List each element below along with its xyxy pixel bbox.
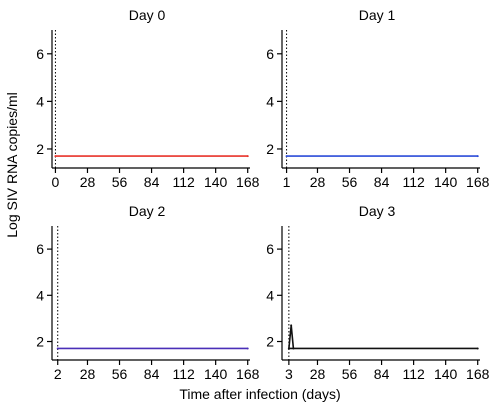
y-tick-label: 6 xyxy=(36,46,44,62)
x-tick-label: 56 xyxy=(112,366,128,382)
panels: Day 0 2 4 6 0 28 56 84 112 140 168 Day 1 2 4 6 1 28 56 84 1… xyxy=(36,7,489,382)
data-point xyxy=(54,155,57,158)
x-tick-label: 56 xyxy=(342,174,358,190)
x-tick-label: 28 xyxy=(80,174,96,190)
x-tick-label: 168 xyxy=(466,174,490,190)
panel-0: Day 0 2 4 6 0 28 56 84 112 140 168 xyxy=(36,7,259,190)
panel-2: Day 2 2 4 6 2 28 56 84 112 140 168 xyxy=(36,203,259,382)
x-tick-label: 56 xyxy=(112,174,128,190)
data-point xyxy=(476,155,479,158)
x-tick-label: 168 xyxy=(466,366,490,382)
x-tick-label: 84 xyxy=(144,366,160,382)
x-tick-label: 84 xyxy=(374,174,390,190)
series-line xyxy=(288,325,295,349)
x-tick-label: 0 xyxy=(52,174,60,190)
panel-1: Day 1 2 4 6 1 28 56 84 112 140 168 xyxy=(266,7,489,190)
x-tick-label: 140 xyxy=(204,174,228,190)
x-tick-label: 112 xyxy=(402,174,425,190)
y-tick-label: 2 xyxy=(36,141,44,157)
x-axis-label: Time after infection (days) xyxy=(179,386,340,402)
data-point xyxy=(290,324,293,327)
panel-3: Day 3 2 4 6 3 28 56 84 112 140 168 xyxy=(266,203,489,382)
x-tick-label: 112 xyxy=(172,174,195,190)
panel-title: Day 2 xyxy=(129,203,166,219)
y-tick-label: 2 xyxy=(36,334,44,350)
x-tick-label: 84 xyxy=(374,366,390,382)
x-tick-label: 140 xyxy=(434,174,458,190)
y-tick-label: 2 xyxy=(266,334,274,350)
y-tick-label: 4 xyxy=(266,93,274,109)
data-point xyxy=(56,347,59,350)
x-tick-label: 140 xyxy=(204,366,228,382)
y-tick-label: 4 xyxy=(266,287,274,303)
y-tick-label: 6 xyxy=(266,241,274,257)
y-tick-label: 4 xyxy=(36,287,44,303)
data-point xyxy=(246,155,249,158)
data-point xyxy=(292,347,295,350)
x-tick-label: 112 xyxy=(402,366,425,382)
x-tick-label: 112 xyxy=(172,366,195,382)
x-tick-label: 2 xyxy=(54,366,62,382)
x-tick-label: 1 xyxy=(283,174,291,190)
data-point xyxy=(476,347,479,350)
data-point xyxy=(287,347,290,350)
x-tick-label: 28 xyxy=(80,366,96,382)
data-point xyxy=(285,155,288,158)
y-tick-label: 6 xyxy=(36,241,44,257)
x-tick-label: 28 xyxy=(310,366,326,382)
panel-title: Day 1 xyxy=(359,7,396,23)
panel-title: Day 3 xyxy=(359,203,396,219)
y-axis-label: Log SIV RNA copies/ml xyxy=(4,92,20,238)
data-point xyxy=(246,347,249,350)
y-tick-label: 4 xyxy=(36,93,44,109)
x-tick-label: 84 xyxy=(144,174,160,190)
x-tick-label: 56 xyxy=(342,366,358,382)
x-tick-label: 140 xyxy=(434,366,458,382)
y-tick-label: 2 xyxy=(266,141,274,157)
x-tick-label: 28 xyxy=(310,174,326,190)
x-tick-label: 168 xyxy=(236,174,260,190)
x-tick-label: 3 xyxy=(285,366,293,382)
panel-title: Day 0 xyxy=(129,7,166,23)
y-tick-label: 6 xyxy=(266,46,274,62)
x-tick-label: 168 xyxy=(236,366,260,382)
